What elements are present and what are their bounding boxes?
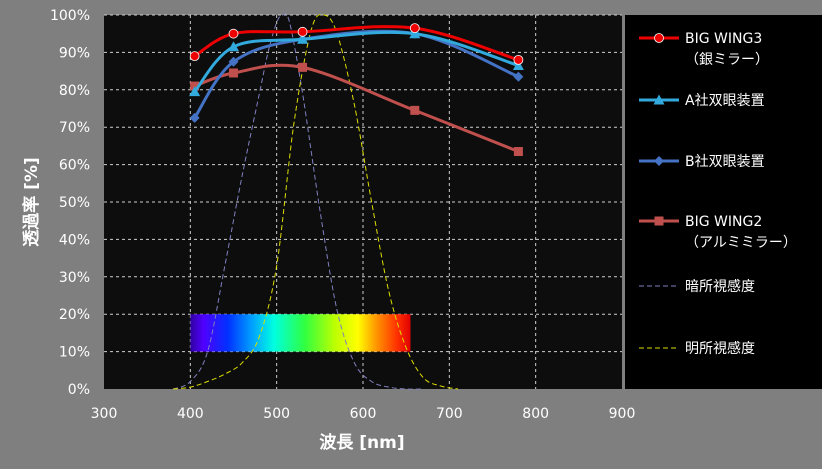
series-line — [194, 63, 519, 153]
data-point — [297, 33, 309, 44]
x-tick-label: 500 — [263, 406, 290, 422]
data-point — [298, 62, 308, 72]
data-point — [228, 28, 239, 39]
x-tick-label: 700 — [436, 406, 463, 422]
legend-label: BIG WING3 — [685, 31, 762, 47]
series-5 — [173, 14, 459, 390]
y-axis-label: 透過率 [%] — [21, 157, 42, 247]
legend-swatch-marker — [653, 94, 665, 105]
series-line — [173, 14, 459, 390]
series-line — [193, 30, 519, 93]
legend-label-line2: （アルミミラー） — [685, 235, 797, 251]
legend-item: B社双眼装置 — [639, 154, 765, 170]
x-tick-labels: 300 400 500 600 700 800 900 — [91, 406, 636, 422]
data-point — [189, 86, 201, 97]
grid — [104, 14, 622, 389]
series-line — [193, 25, 519, 62]
x-axis-label: 波長 [nm] — [319, 432, 404, 453]
legend-label: BIG WING2 — [685, 214, 762, 230]
legend-item: 暗所視感度 — [639, 278, 755, 295]
data-point — [513, 147, 523, 157]
legend-swatch-marker — [654, 33, 664, 43]
x-tick-label: 400 — [177, 406, 204, 422]
y-tick-label: 10% — [59, 345, 90, 361]
data-point — [228, 56, 239, 67]
x-tick-label: 600 — [350, 406, 377, 422]
data-point — [189, 112, 200, 123]
series-3 — [190, 62, 523, 157]
y-tick-labels: 0% 10% 20% 30% 40% 50% 60% 70% 80% 90% 100% — [50, 8, 90, 398]
legend-item: A社双眼装置 — [639, 93, 765, 109]
legend-item: BIG WING3 （銀ミラー） — [639, 31, 769, 68]
x-tick-label: 800 — [522, 406, 549, 422]
data-point — [229, 68, 238, 78]
y-tick-label: 80% — [59, 83, 90, 99]
y-tick-label: 100% — [50, 8, 90, 24]
data-point — [410, 105, 420, 115]
x-tick-label: 900 — [609, 406, 636, 422]
legend-swatch-marker — [654, 216, 664, 226]
data-point — [190, 81, 200, 91]
y-tick-label: 60% — [59, 158, 90, 174]
data-point — [189, 51, 200, 62]
y-tick-label: 0% — [68, 382, 90, 398]
legend: BIG WING3 （銀ミラー） A社双眼装置 B社双眼装置 BIG WING2 （アルミ… — [639, 31, 797, 357]
series-1 — [189, 28, 524, 97]
legend-label-line2: （銀ミラー） — [685, 52, 769, 68]
data-point — [409, 23, 420, 33]
data-point — [513, 54, 524, 65]
data-point — [513, 71, 524, 82]
series-0 — [189, 23, 524, 65]
y-tick-label: 30% — [59, 270, 90, 286]
legend-swatch-marker — [654, 156, 664, 166]
x-tick-label: 300 — [91, 406, 118, 422]
series-layer — [172, 13, 524, 390]
legend-label: A社双眼装置 — [685, 93, 765, 109]
series-4 — [172, 13, 424, 390]
visible-spectrum-band — [190, 314, 411, 352]
legend-label: B社双眼装置 — [685, 154, 765, 170]
y-tick-label: 90% — [59, 45, 90, 61]
y-tick-label: 40% — [59, 232, 90, 248]
legend-box — [625, 15, 822, 389]
legend-label: 暗所視感度 — [685, 278, 755, 295]
legend-item: 明所視感度 — [639, 340, 755, 357]
data-point — [512, 59, 524, 70]
legend-item: BIG WING2 （アルミミラー） — [639, 214, 797, 251]
series-line — [172, 13, 424, 390]
data-point — [228, 41, 239, 52]
data-point — [409, 28, 421, 39]
y-tick-label: 70% — [59, 120, 90, 136]
y-tick-label: 50% — [59, 195, 90, 211]
data-point — [297, 26, 308, 37]
y-tick-label: 20% — [59, 307, 90, 323]
legend-label: 明所視感度 — [685, 340, 755, 357]
